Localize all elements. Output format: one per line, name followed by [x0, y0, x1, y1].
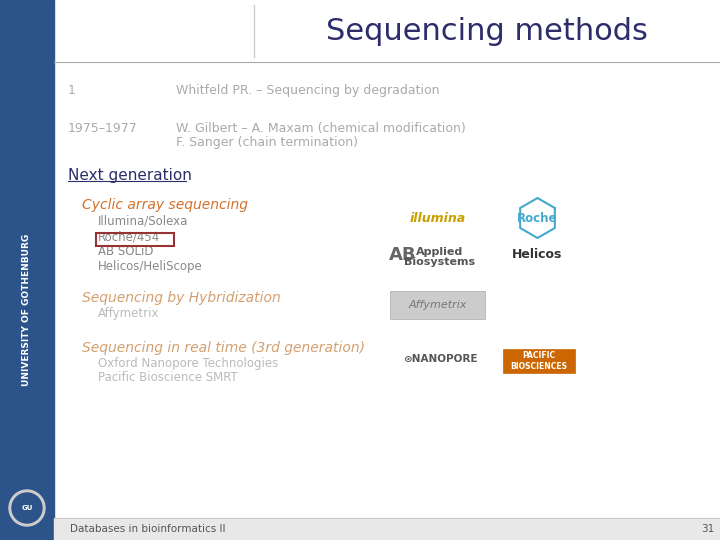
- Text: Applied: Applied: [416, 247, 464, 257]
- Text: UNIVERSITY OF GOTHENBURG: UNIVERSITY OF GOTHENBURG: [22, 234, 32, 386]
- Text: PACIFIC
BIOSCIENCES: PACIFIC BIOSCIENCES: [510, 352, 567, 370]
- Text: Pacific Bioscience SMRT: Pacific Bioscience SMRT: [98, 371, 238, 384]
- Text: Sequencing in real time (3rd generation): Sequencing in real time (3rd generation): [82, 341, 365, 355]
- Bar: [54, 518, 720, 540]
- Text: Sequencing methods: Sequencing methods: [326, 17, 648, 45]
- Text: Affymetrix: Affymetrix: [98, 307, 160, 320]
- Text: AΒ: AΒ: [390, 246, 417, 264]
- Text: Affymetrix: Affymetrix: [408, 300, 467, 310]
- Text: Roche/454: Roche/454: [98, 230, 161, 243]
- Text: GU: GU: [22, 505, 32, 511]
- Text: Illumina/Solexa: Illumina/Solexa: [98, 215, 189, 228]
- Text: F. Sanger (chain termination): F. Sanger (chain termination): [176, 136, 358, 149]
- Text: Sequencing by Hybridization: Sequencing by Hybridization: [82, 291, 281, 305]
- Circle shape: [12, 493, 42, 523]
- Bar: [390, 291, 485, 319]
- Bar: [54, 0, 720, 62]
- Circle shape: [9, 490, 45, 526]
- Text: W. Gilbert – A. Maxam (chemical modification): W. Gilbert – A. Maxam (chemical modifica…: [176, 122, 466, 135]
- Text: Helicos/HeliScope: Helicos/HeliScope: [98, 260, 203, 273]
- Text: Databases in bioinformatics II: Databases in bioinformatics II: [70, 524, 225, 534]
- Text: Next generation: Next generation: [68, 168, 192, 183]
- Text: Helicos: Helicos: [513, 248, 563, 261]
- Text: Whitfeld PR. – Sequencing by degradation: Whitfeld PR. – Sequencing by degradation: [176, 84, 439, 97]
- Text: Roche: Roche: [517, 212, 558, 225]
- Bar: [96, 233, 174, 246]
- Text: Cyclic array sequencing: Cyclic array sequencing: [82, 198, 248, 212]
- Bar: [503, 349, 575, 373]
- Text: illumina: illumina: [410, 212, 466, 225]
- Text: ⊙NANOPORE: ⊙NANOPORE: [402, 354, 477, 364]
- Text: Biosystems: Biosystems: [405, 257, 476, 267]
- Text: 1975–1977: 1975–1977: [68, 122, 138, 135]
- Bar: [0, 0, 54, 540]
- Text: 1: 1: [68, 84, 76, 97]
- Text: AB SOLiD: AB SOLiD: [98, 245, 153, 258]
- Text: Oxford Nanopore Technologies: Oxford Nanopore Technologies: [98, 357, 278, 370]
- Text: 31: 31: [701, 524, 714, 534]
